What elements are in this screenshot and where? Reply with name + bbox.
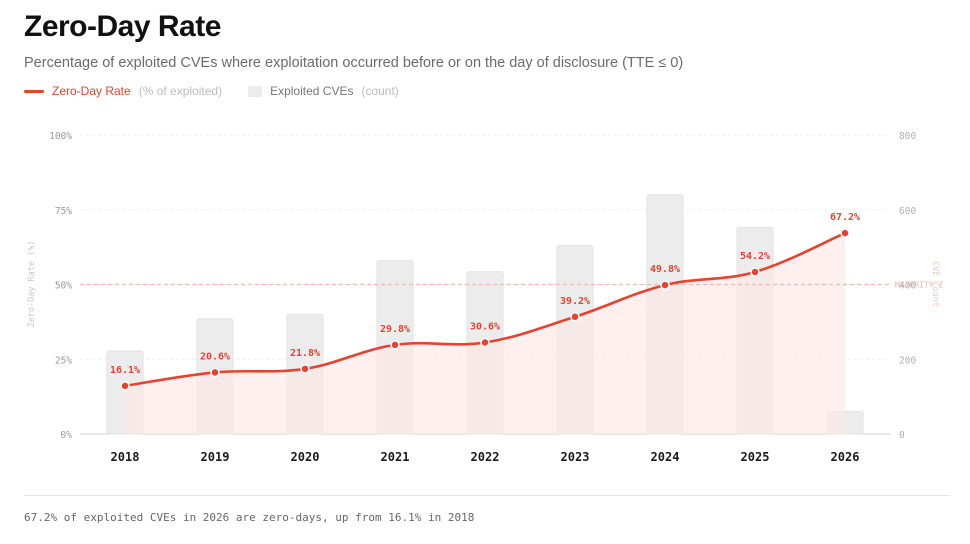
reference-line: MAJORITY Z xyxy=(80,281,943,290)
data-label-2022: 30.6% xyxy=(470,322,500,333)
legend: Zero-Day Rate (% of exploited) Exploited… xyxy=(24,84,425,98)
axis-titles: Zero-Day Rate (%) CVE Count xyxy=(27,241,940,328)
legend-label-exploited-cves: Exploited CVEs xyxy=(270,84,354,98)
y-left-tick: 0% xyxy=(61,430,73,441)
bar-swatch-icon xyxy=(248,85,263,97)
point-2020 xyxy=(300,364,310,374)
y-left-title: Zero-Day Rate (%) xyxy=(27,241,37,328)
legend-item-exploited-cves[interactable]: Exploited CVEs (count) xyxy=(248,84,399,98)
rate-area xyxy=(125,233,845,434)
y-right-title: CVE Count xyxy=(930,261,940,307)
area xyxy=(125,233,845,434)
point-2022 xyxy=(480,337,490,348)
y-left-tick: 25% xyxy=(55,355,72,366)
x-tick-2019: 2019 xyxy=(201,450,230,464)
reference-line-label: MAJORITY Z xyxy=(895,281,943,290)
point-2026 xyxy=(840,228,850,238)
data-label-2020: 21.8% xyxy=(290,348,320,359)
x-tick-2020: 2020 xyxy=(291,450,320,464)
legend-unit-zero-day-rate: (% of exploited) xyxy=(138,84,223,98)
point-2023 xyxy=(570,312,580,322)
point-2021 xyxy=(390,340,400,350)
legend-item-zero-day-rate[interactable]: Zero-Day Rate (% of exploited) xyxy=(24,84,222,98)
y-right-tick: 800 xyxy=(899,131,916,142)
data-label-2019: 20.6% xyxy=(200,351,230,362)
data-label-2021: 29.8% xyxy=(380,324,410,335)
y-right-tick: 200 xyxy=(899,355,916,366)
chart-subtitle: Percentage of exploited CVEs where explo… xyxy=(24,55,684,71)
rate-labels: 16.1% 20.6% 21.8% 29.8% 30.6% 39.2% 49.8% 54.2%… xyxy=(110,212,860,376)
y-left-tick: 75% xyxy=(55,206,72,217)
rate-points xyxy=(120,228,850,391)
point-2024 xyxy=(660,280,670,290)
footer-note: 67.2% of exploited CVEs in 2026 are zero… xyxy=(24,511,475,524)
y-right-tick: 600 xyxy=(899,206,916,217)
data-label-2026: 67.2% xyxy=(830,212,860,223)
x-tick-2021: 2021 xyxy=(381,450,410,464)
legend-unit-exploited-cves: (count) xyxy=(361,84,399,98)
data-label-2024: 49.8% xyxy=(650,264,680,275)
axis-ticks: 2018 2019 2020 2021 2022 2023 2024 2025 2026 0% 25… xyxy=(49,131,916,464)
data-label-2025: 54.2% xyxy=(740,251,770,262)
chart-title: Zero-Day Rate xyxy=(24,10,221,43)
x-tick-2025: 2025 xyxy=(741,450,770,464)
x-tick-2022: 2022 xyxy=(471,450,500,464)
y-left-tick: 100% xyxy=(49,131,72,142)
point-2018 xyxy=(120,381,130,391)
line-swatch-icon xyxy=(24,89,44,93)
footer-divider xyxy=(24,495,950,496)
chart-plot: MAJORITY Z 16.1% 20.6% 21.8% 29.8% 30.6% 39.2… xyxy=(27,131,943,464)
x-tick-2023: 2023 xyxy=(561,450,590,464)
x-tick-2024: 2024 xyxy=(651,450,680,464)
point-2025 xyxy=(750,267,760,277)
y-right-tick: 400 xyxy=(899,281,916,292)
data-label-2023: 39.2% xyxy=(560,296,590,307)
point-2019 xyxy=(210,367,220,378)
x-tick-2018: 2018 xyxy=(111,450,140,464)
y-left-tick: 50% xyxy=(55,281,72,292)
x-tick-2026: 2026 xyxy=(831,450,860,464)
data-label-2018: 16.1% xyxy=(110,365,140,376)
y-right-tick: 0 xyxy=(899,430,905,441)
legend-label-zero-day-rate: Zero-Day Rate xyxy=(52,84,131,98)
